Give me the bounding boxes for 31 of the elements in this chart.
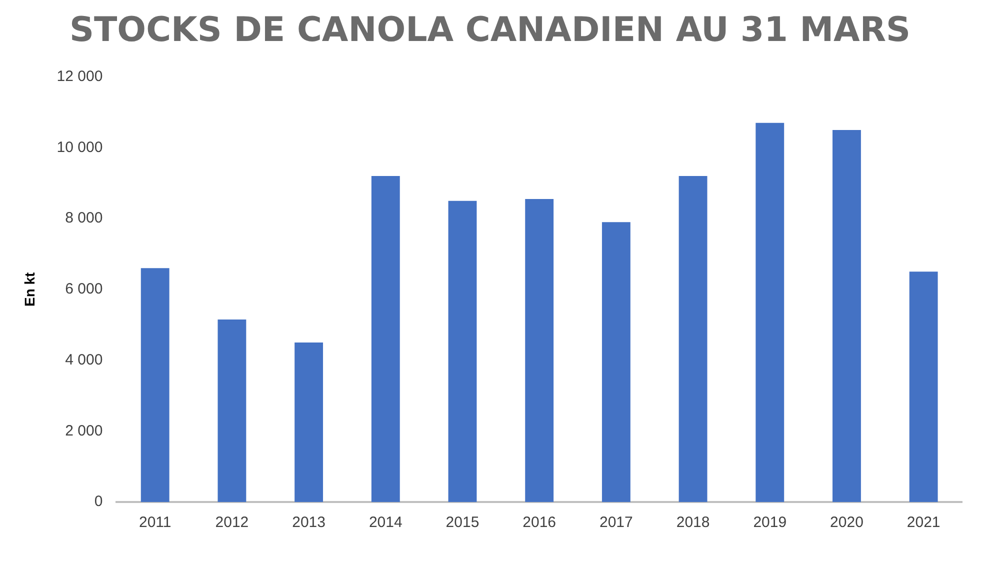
bar [832, 130, 861, 502]
x-tick-label: 2018 [676, 514, 710, 532]
x-tick-label: 2012 [215, 514, 249, 532]
x-tick-label: 2013 [292, 514, 326, 532]
x-tick-label: 2015 [446, 514, 480, 532]
x-tick-label: 2011 [138, 514, 172, 532]
x-tick-label: 2016 [522, 514, 556, 532]
y-tick-label: 8 000 [65, 210, 103, 227]
y-tick-label: 6 000 [65, 280, 103, 298]
x-tick-label: 2021 [906, 514, 940, 532]
x-tick-label: 2014 [368, 514, 402, 532]
y-tick-label: 2 000 [65, 422, 103, 440]
y-tick-label: 10 000 [56, 138, 103, 156]
y-tick-label: 12 000 [56, 68, 103, 85]
bar [525, 199, 554, 502]
bar [371, 176, 400, 502]
bar [909, 272, 938, 502]
y-tick-label: 4 000 [65, 351, 103, 368]
y-tick-label: 0 [94, 493, 103, 510]
chart-title: STOCKS DE CANOLA CANADIEN AU 31 MARS [69, 10, 911, 50]
bar [602, 222, 630, 502]
x-tick-label: 2020 [830, 514, 864, 532]
bar [218, 320, 246, 502]
bar [140, 268, 170, 502]
bar [678, 176, 708, 502]
bar [448, 200, 477, 502]
bar [294, 342, 324, 502]
x-tick-label: 2017 [600, 514, 633, 532]
x-tick-label: 2019 [753, 514, 787, 532]
y-axis-title: En kt [21, 272, 38, 307]
bar [756, 122, 784, 502]
